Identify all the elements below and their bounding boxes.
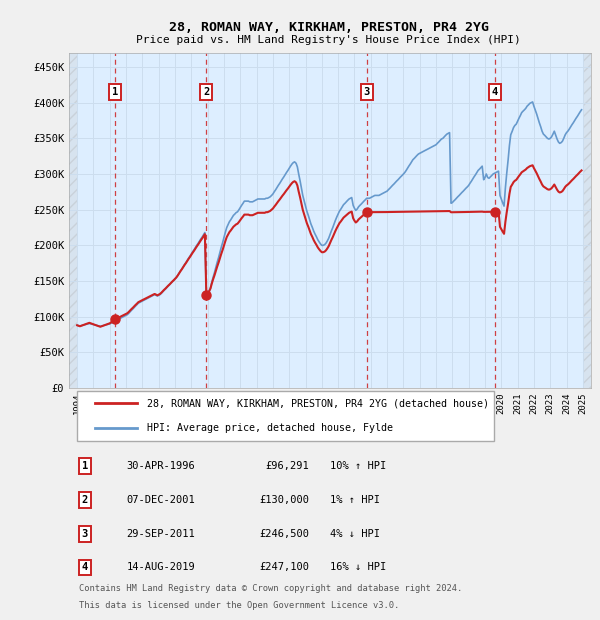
Text: 1% ↑ HPI: 1% ↑ HPI — [330, 495, 380, 505]
Text: This data is licensed under the Open Government Licence v3.0.: This data is licensed under the Open Gov… — [79, 601, 400, 611]
Text: 4: 4 — [82, 562, 88, 572]
Bar — [69, 53, 77, 388]
Text: 10% ↑ HPI: 10% ↑ HPI — [330, 461, 386, 471]
Text: HPI: Average price, detached house, Fylde: HPI: Average price, detached house, Fyld… — [148, 423, 394, 433]
Text: 28, ROMAN WAY, KIRKHAM, PRESTON, PR4 2YG: 28, ROMAN WAY, KIRKHAM, PRESTON, PR4 2YG — [169, 21, 489, 33]
Text: 4: 4 — [492, 87, 498, 97]
Text: 1: 1 — [112, 87, 118, 97]
Bar — [583, 53, 591, 388]
Text: 3: 3 — [82, 529, 88, 539]
Text: £130,000: £130,000 — [259, 495, 309, 505]
Text: Contains HM Land Registry data © Crown copyright and database right 2024.: Contains HM Land Registry data © Crown c… — [79, 584, 463, 593]
Text: 07-DEC-2001: 07-DEC-2001 — [127, 495, 195, 505]
Text: £247,100: £247,100 — [259, 562, 309, 572]
Text: 2: 2 — [203, 87, 209, 97]
Text: £246,500: £246,500 — [259, 529, 309, 539]
Text: £96,291: £96,291 — [265, 461, 309, 471]
Text: 2: 2 — [82, 495, 88, 505]
Text: 28, ROMAN WAY, KIRKHAM, PRESTON, PR4 2YG (detached house): 28, ROMAN WAY, KIRKHAM, PRESTON, PR4 2YG… — [148, 399, 490, 409]
Text: 3: 3 — [364, 87, 370, 97]
Text: 29-SEP-2011: 29-SEP-2011 — [127, 529, 195, 539]
Text: Price paid vs. HM Land Registry's House Price Index (HPI): Price paid vs. HM Land Registry's House … — [136, 35, 521, 45]
Text: 1: 1 — [82, 461, 88, 471]
Text: 14-AUG-2019: 14-AUG-2019 — [127, 562, 195, 572]
FancyBboxPatch shape — [77, 391, 494, 441]
Text: 30-APR-1996: 30-APR-1996 — [127, 461, 195, 471]
Text: 4% ↓ HPI: 4% ↓ HPI — [330, 529, 380, 539]
Text: 16% ↓ HPI: 16% ↓ HPI — [330, 562, 386, 572]
